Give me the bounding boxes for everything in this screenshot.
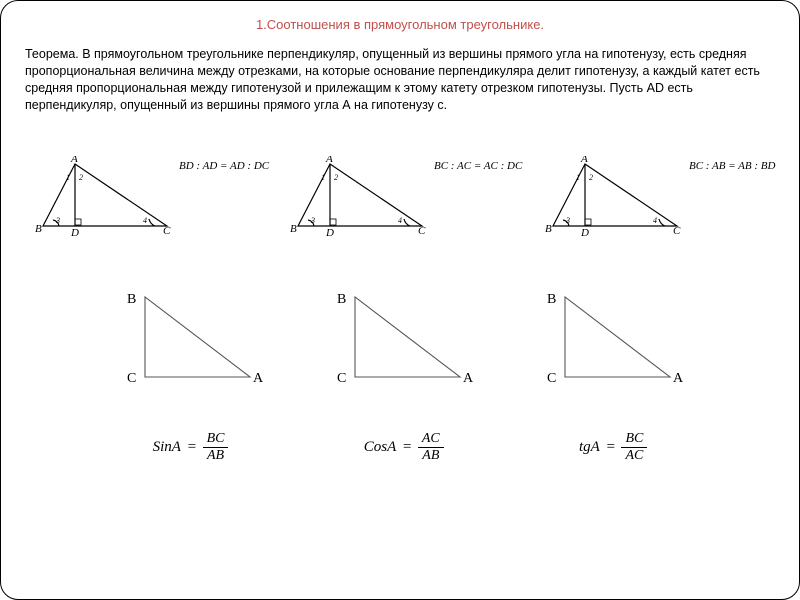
svg-text:A: A — [673, 371, 684, 386]
svg-text:B: B — [337, 292, 346, 307]
rt-label-b: B — [127, 292, 136, 307]
svg-text:D: D — [325, 227, 334, 238]
svg-text:B: B — [290, 223, 297, 235]
fraction: AC AB — [418, 431, 444, 464]
triangle-altitude-icon: A B C D 1 2 3 4 — [290, 156, 430, 238]
rt-label-a: A — [253, 371, 264, 386]
ratio-2: BC : AC = AC : DC — [434, 160, 522, 172]
right-triangle-icon: B C A — [115, 287, 265, 397]
top-figure-row: A B C D 1 2 3 4 BD : AD = AD : DC — [25, 156, 775, 241]
svg-text:B: B — [547, 292, 556, 307]
lhs: tgA — [579, 439, 600, 456]
angle-1: 1 — [66, 173, 70, 182]
page-title: 1.Соотношения в прямоугольном треугольни… — [25, 17, 775, 32]
svg-text:2: 2 — [589, 173, 593, 182]
label-c: C — [163, 225, 171, 237]
label-a: A — [70, 156, 78, 165]
theorem-text: Теорема. В прямоугольном треугольнике пе… — [25, 46, 775, 114]
formula-tg: tgA = BC AC — [579, 431, 647, 464]
page-frame: 1.Соотношения в прямоугольном треугольни… — [0, 0, 800, 600]
svg-text:3: 3 — [310, 216, 315, 225]
lhs: SinA — [153, 439, 181, 456]
fraction: BC AC — [621, 431, 647, 464]
angle-2: 2 — [79, 173, 83, 182]
formula-sin: SinA = BC AB — [153, 431, 229, 464]
svg-text:C: C — [547, 371, 556, 386]
svg-text:C: C — [418, 225, 426, 237]
formula-row: SinA = BC AB CosA = AC AB tgA = BC AC — [25, 431, 775, 464]
ratio-1: BD : AD = AD : DC — [179, 160, 269, 172]
angle-3: 3 — [55, 216, 60, 225]
angle-4: 4 — [143, 216, 147, 225]
right-triangle-row: B C A B C A B C A — [25, 287, 775, 397]
svg-text:4: 4 — [653, 216, 657, 225]
svg-text:C: C — [673, 225, 681, 237]
top-figure-3: A B C D 1 2 3 4 BC : AB = AB : BD — [545, 156, 765, 241]
svg-text:A: A — [325, 156, 333, 165]
svg-text:D: D — [580, 227, 589, 238]
svg-text:C: C — [337, 371, 346, 386]
label-d: D — [70, 227, 79, 238]
top-figure-1: A B C D 1 2 3 4 BD : AD = AD : DC — [35, 156, 255, 241]
triangle-altitude-icon: A B C D 1 2 3 4 — [35, 156, 175, 238]
triangle-altitude-icon: A B C D 1 2 3 4 — [545, 156, 685, 238]
svg-text:1: 1 — [576, 173, 580, 182]
ratio-3: BC : AB = AB : BD — [689, 160, 775, 172]
label-b: B — [35, 223, 42, 235]
rt-label-c: C — [127, 371, 136, 386]
fraction: BC AB — [203, 431, 229, 464]
lhs: CosA — [364, 439, 397, 456]
svg-text:1: 1 — [321, 173, 325, 182]
svg-text:A: A — [580, 156, 588, 165]
svg-text:3: 3 — [565, 216, 570, 225]
right-triangle-icon: B C A — [535, 287, 685, 397]
svg-text:4: 4 — [398, 216, 402, 225]
top-figure-2: A B C D 1 2 3 4 BC : AC = AC : DC — [290, 156, 510, 241]
right-triangle-icon: B C A — [325, 287, 475, 397]
svg-text:2: 2 — [334, 173, 338, 182]
svg-text:B: B — [545, 223, 552, 235]
svg-text:A: A — [463, 371, 474, 386]
formula-cos: CosA = AC AB — [364, 431, 444, 464]
